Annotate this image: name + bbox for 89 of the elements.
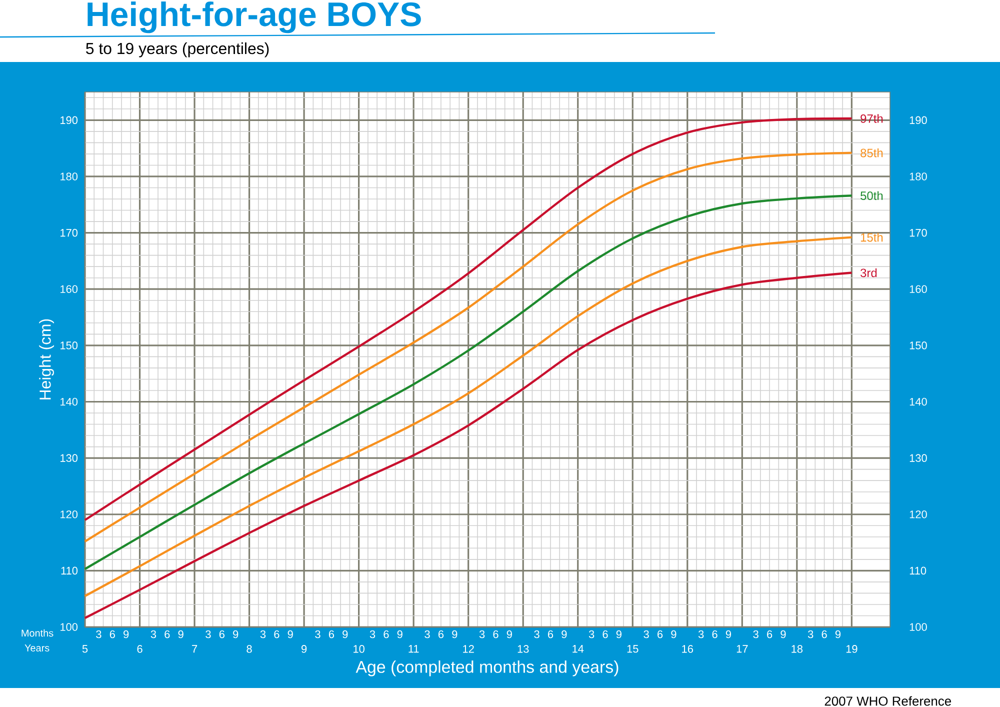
y2-tick-label: 140 (910, 398, 927, 406)
text: 3 (698, 630, 704, 638)
text: 9 (726, 630, 732, 638)
text: 3 (534, 630, 540, 638)
text: Years (24, 644, 50, 652)
y-tick-label: 140 (60, 398, 78, 406)
y2-tick-label: 190 (910, 116, 927, 124)
text: 3 (808, 630, 814, 638)
y2-tick-label: 130 (910, 454, 927, 462)
text: Months (22, 629, 54, 637)
y-tick-label: 170 (60, 228, 78, 237)
text: 9 (233, 630, 238, 638)
y2-tick-label: 170 (910, 228, 927, 237)
series-label: 50th (860, 191, 883, 200)
text: 9 (342, 630, 348, 638)
text: 6 (384, 630, 389, 638)
text: 3 (260, 630, 266, 638)
text: 3 (753, 630, 758, 638)
text: 3 (588, 630, 594, 638)
text: 6 (602, 630, 608, 638)
text: 9 (671, 630, 676, 638)
y-tick-label: 130 (60, 454, 78, 462)
x-tick-label: 9 (302, 645, 307, 653)
y-tick-label: 100 (60, 623, 78, 631)
y-tick-label: 150 (60, 342, 78, 350)
text: 9 (124, 630, 129, 638)
text: 3 (644, 630, 649, 638)
text: 6 (110, 630, 115, 638)
y-tick-label: 180 (60, 172, 78, 180)
text: 9 (835, 630, 841, 638)
series-label: 3rd (860, 268, 877, 278)
y2-tick-label: 150 (910, 342, 927, 350)
text: 9 (562, 630, 567, 638)
x-tick-label: 10 (354, 645, 364, 653)
text: 6 (822, 630, 827, 638)
text: 6 (438, 630, 444, 638)
text: 9 (616, 630, 622, 638)
x-tick-label: 15 (627, 645, 638, 653)
x-tick-label: 5 (82, 645, 88, 653)
y2-tick-label: 160 (910, 285, 927, 293)
text: 6 (328, 630, 334, 638)
text: 9 (780, 630, 786, 638)
text: 6 (767, 630, 772, 638)
y-tick-label: 120 (60, 510, 78, 518)
y2-tick-label: 110 (910, 566, 926, 575)
y2-tick-label: 120 (910, 510, 927, 518)
x-axis-title: Age (completed months and years) (356, 660, 618, 676)
x-tick-label: 11 (408, 645, 419, 653)
x-tick-label: 7 (192, 645, 198, 653)
text: 6 (548, 630, 554, 638)
y-tick-label: 190 (60, 116, 78, 124)
x-tick-label: 18 (792, 645, 803, 653)
x-tick-label: 13 (518, 645, 529, 653)
text: 6 (274, 630, 280, 638)
text: 9 (178, 630, 184, 638)
y-tick-label: 110 (61, 566, 78, 575)
text: 6 (164, 630, 170, 638)
text: 3 (206, 630, 211, 638)
chart-subtitle: 5 to 19 years (percentiles) (86, 42, 269, 58)
text: 9 (506, 630, 512, 638)
text: 3 (150, 630, 156, 638)
text: 2007 WHO Reference (824, 696, 952, 706)
x-tick-label: 12 (463, 645, 474, 653)
series-label: 15th (860, 232, 883, 242)
x-tick-label: 19 (846, 645, 858, 653)
series-label: 85th (860, 148, 883, 158)
text: 3 (370, 630, 376, 638)
chart-title: Height-for-age BOYS (88, 1, 421, 34)
x-tick-label: 8 (246, 645, 252, 653)
y-axis-title: Height (cm) (39, 319, 54, 400)
x-tick-label: 14 (572, 645, 584, 653)
text: 9 (452, 630, 458, 638)
text: 3 (315, 630, 320, 638)
line-series (84, 194, 853, 570)
text: 9 (397, 630, 402, 638)
x-tick-label: 6 (137, 645, 142, 653)
y-tick-label: 160 (60, 285, 78, 293)
x-tick-label: 16 (682, 645, 694, 653)
text: 3 (96, 630, 102, 638)
y2-tick-label: 180 (910, 172, 927, 180)
x-tick-label: 17 (736, 645, 748, 653)
text: 6 (658, 630, 663, 638)
text: 9 (288, 630, 293, 638)
y2-tick-label: 100 (910, 623, 927, 631)
text: 3 (479, 630, 485, 638)
text: 6 (219, 630, 224, 638)
text: 6 (712, 630, 718, 638)
text: 6 (493, 630, 498, 638)
text: 3 (424, 630, 430, 638)
